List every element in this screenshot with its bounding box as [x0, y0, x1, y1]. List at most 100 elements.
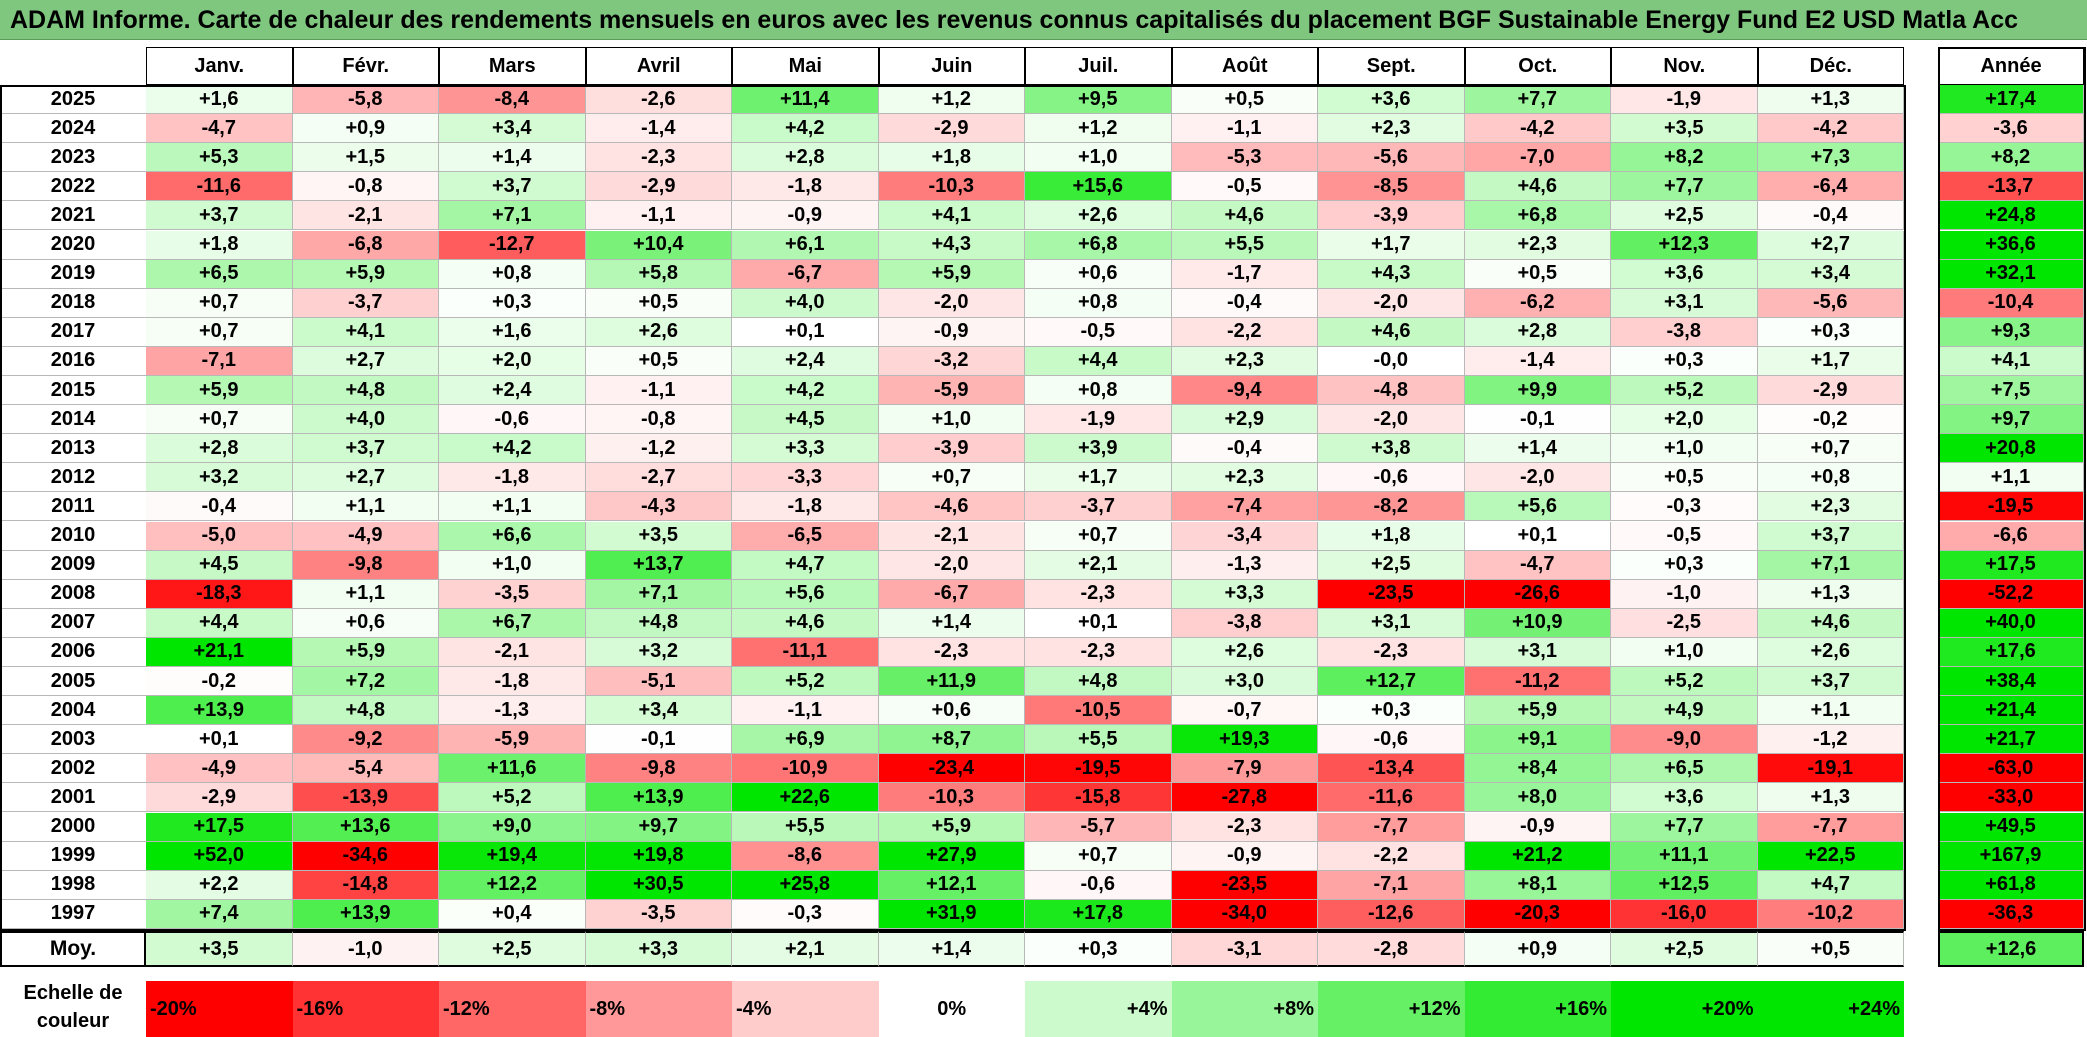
heatmap-cell: -2,0 [1318, 288, 1465, 318]
heatmap-cell: -4,3 [585, 492, 732, 522]
heatmap-cell: -1,3 [439, 696, 586, 726]
annual-cell: +17,6 [1938, 637, 2084, 667]
heatmap-cell: -3,7 [1025, 492, 1172, 522]
heatmap-cell: +2,7 [292, 346, 439, 376]
year-label: 2024 [0, 114, 146, 144]
heatmap-cell: +0,3 [439, 288, 586, 318]
heatmap-cell: -6,7 [732, 259, 879, 289]
heatmap-cell: +4,6 [1171, 201, 1318, 231]
annual-cell: -3,6 [1938, 114, 2084, 144]
heatmap-cell: +12,1 [878, 870, 1025, 900]
heatmap-cell: +0,1 [732, 317, 879, 347]
heatmap-cell: +4,0 [292, 405, 439, 435]
heatmap-cell: +3,5 [585, 521, 732, 551]
heatmap-cell: +5,5 [1025, 725, 1172, 755]
heatmap-cell: +27,9 [878, 841, 1025, 871]
heatmap-cell: +1,3 [1757, 85, 1904, 115]
heatmap-cell: +0,8 [1025, 376, 1172, 406]
annual-cell: +9,7 [1938, 405, 2084, 435]
heatmap-cell: +9,7 [585, 812, 732, 842]
heatmap-cell: -5,9 [878, 376, 1025, 406]
annual-cell: +49,5 [1938, 812, 2084, 842]
year-label: 1997 [0, 900, 146, 929]
heatmap-cell: +1,1 [439, 492, 586, 522]
heatmap-cell: -0,5 [1025, 317, 1172, 347]
heatmap-cell: -7,7 [1757, 812, 1904, 842]
heatmap-cell: -10,2 [1757, 899, 1904, 929]
color-scale-swatch: -16% [292, 981, 439, 1037]
heatmap-cell: -1,1 [1171, 114, 1318, 144]
heatmap-cell: +5,9 [292, 259, 439, 289]
heatmap-cell: -2,3 [1025, 579, 1172, 609]
month-header: Nov. [1611, 47, 1758, 85]
heatmap-cell: +0,1 [146, 725, 293, 755]
heatmap-cell: -0,1 [1464, 405, 1611, 435]
heatmap-cell: -5,1 [585, 667, 732, 697]
heatmap-cell: -26,6 [1464, 579, 1611, 609]
heatmap-cell: -8,4 [439, 85, 586, 115]
heatmap-cell: +0,5 [585, 346, 732, 376]
heatmap-cell: -0,3 [1611, 492, 1758, 522]
heatmap-cell: +4,2 [439, 434, 586, 464]
heatmap-cell: +0,8 [1025, 288, 1172, 318]
year-label: 2003 [0, 725, 146, 755]
heatmap-cell: -0,6 [1025, 870, 1172, 900]
heatmap-cell: +4,7 [1757, 870, 1904, 900]
heatmap-cell: -15,8 [1025, 783, 1172, 813]
annual-cell: -13,7 [1938, 172, 2084, 202]
heatmap-cell: +4,6 [732, 608, 879, 638]
heatmap-cell: +2,6 [1025, 201, 1172, 231]
heatmap-cell: -0,8 [585, 405, 732, 435]
heatmap-cell: -0,9 [878, 317, 1025, 347]
heatmap-cell: +0,7 [146, 288, 293, 318]
color-scale-swatch: -4% [732, 981, 879, 1037]
annual-cell: -33,0 [1938, 783, 2084, 813]
month-header: Sept. [1318, 47, 1465, 85]
annual-cell: -63,0 [1938, 754, 2084, 784]
heatmap-cell: -5,0 [146, 521, 293, 551]
heatmap-cell: +0,7 [878, 463, 1025, 493]
heatmap-cell: +3,8 [1318, 434, 1465, 464]
heatmap-cell: +4,8 [585, 608, 732, 638]
year-label: 2010 [0, 522, 146, 551]
heatmap-cell: -5,3 [1171, 143, 1318, 173]
heatmap-cell: +3,1 [1464, 637, 1611, 667]
average-cell: +0,3 [1025, 931, 1172, 967]
color-scale-swatch: -20% [146, 981, 293, 1037]
heatmap-cell: +10,9 [1464, 608, 1611, 638]
heatmap-cell: +21,1 [146, 637, 293, 667]
year-label: 2001 [0, 783, 146, 813]
heatmap-cell: +0,5 [1171, 85, 1318, 115]
heatmap-cell: +9,0 [439, 812, 586, 842]
heatmap-cell: +13,6 [292, 812, 439, 842]
heatmap-cell: -0,4 [146, 492, 293, 522]
heatmap-cell: -9,0 [1611, 725, 1758, 755]
heatmap-cell: +7,1 [439, 201, 586, 231]
heatmap-cell: -1,9 [1611, 85, 1758, 115]
heatmap-cell: +1,2 [878, 85, 1025, 115]
annual-cell: +7,5 [1938, 376, 2084, 406]
heatmap-cell: +1,1 [1757, 696, 1904, 726]
heatmap-cell: +2,4 [439, 376, 586, 406]
average-cell: +2,5 [439, 931, 586, 967]
annual-cell: -19,5 [1938, 492, 2084, 522]
heatmap-cell: +6,6 [439, 521, 586, 551]
heatmap-cell: -13,9 [292, 783, 439, 813]
heatmap-cell: -2,2 [1318, 841, 1465, 871]
heatmap-cell: +0,7 [1757, 434, 1904, 464]
annual-cell: +36,6 [1938, 230, 2084, 260]
heatmap-cell: -0,9 [1171, 841, 1318, 871]
year-label: 2021 [0, 201, 146, 231]
heatmap-cell: +0,5 [1611, 463, 1758, 493]
heatmap-cell: +6,9 [732, 725, 879, 755]
heatmap-cell: +1,1 [292, 492, 439, 522]
heatmap-cell: +9,5 [1025, 85, 1172, 115]
heatmap-cell: +3,2 [146, 463, 293, 493]
heatmap-cell: -4,9 [292, 521, 439, 551]
heatmap-cell: +1,8 [146, 230, 293, 260]
heatmap-cell: -3,8 [1171, 608, 1318, 638]
heatmap-cell: -3,9 [878, 434, 1025, 464]
year-label: 2019 [0, 260, 146, 289]
heatmap-cell: +4,8 [1025, 667, 1172, 697]
heatmap-cell: +12,5 [1611, 870, 1758, 900]
